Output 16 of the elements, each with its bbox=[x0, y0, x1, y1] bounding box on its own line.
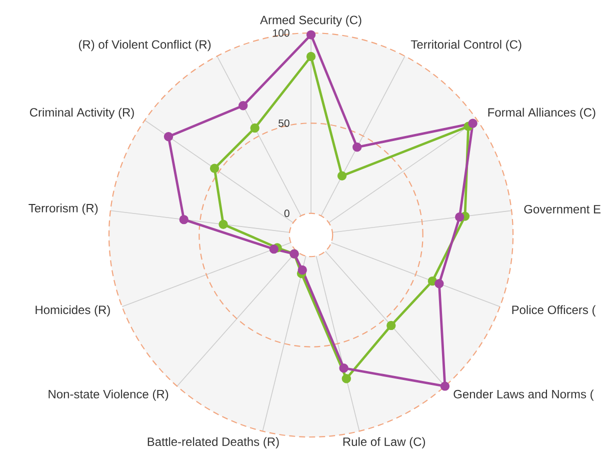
spoke-label: Terrorism (R) bbox=[28, 204, 98, 215]
spoke-label: Homicides (R) bbox=[36, 305, 110, 316]
y-tick-label: 0 bbox=[284, 210, 290, 218]
spoke-label: Battle-related Deaths (R) bbox=[148, 437, 279, 448]
spoke-label: (R) of Violent Conflict (R) bbox=[78, 40, 211, 52]
spoke-label: Rule of Law (C) bbox=[343, 437, 426, 448]
y-tick-label: 50 bbox=[278, 119, 290, 127]
spoke-label: Gender Laws and Norms ( bbox=[454, 390, 594, 401]
spoke-label: Armed Security (C) bbox=[260, 15, 362, 27]
y-tick-label: 100 bbox=[273, 29, 290, 37]
spoke-label: Police Officers ( bbox=[512, 305, 596, 316]
spoke-label: Non-state Violence (R) bbox=[48, 390, 168, 401]
spoke-label: Formal Alliances (C) bbox=[488, 108, 596, 120]
spoke-label: Government E bbox=[524, 204, 600, 214]
spoke-label: Territorial Control (C) bbox=[410, 40, 522, 52]
spoke-label: Criminal Activity (R) bbox=[30, 108, 134, 120]
